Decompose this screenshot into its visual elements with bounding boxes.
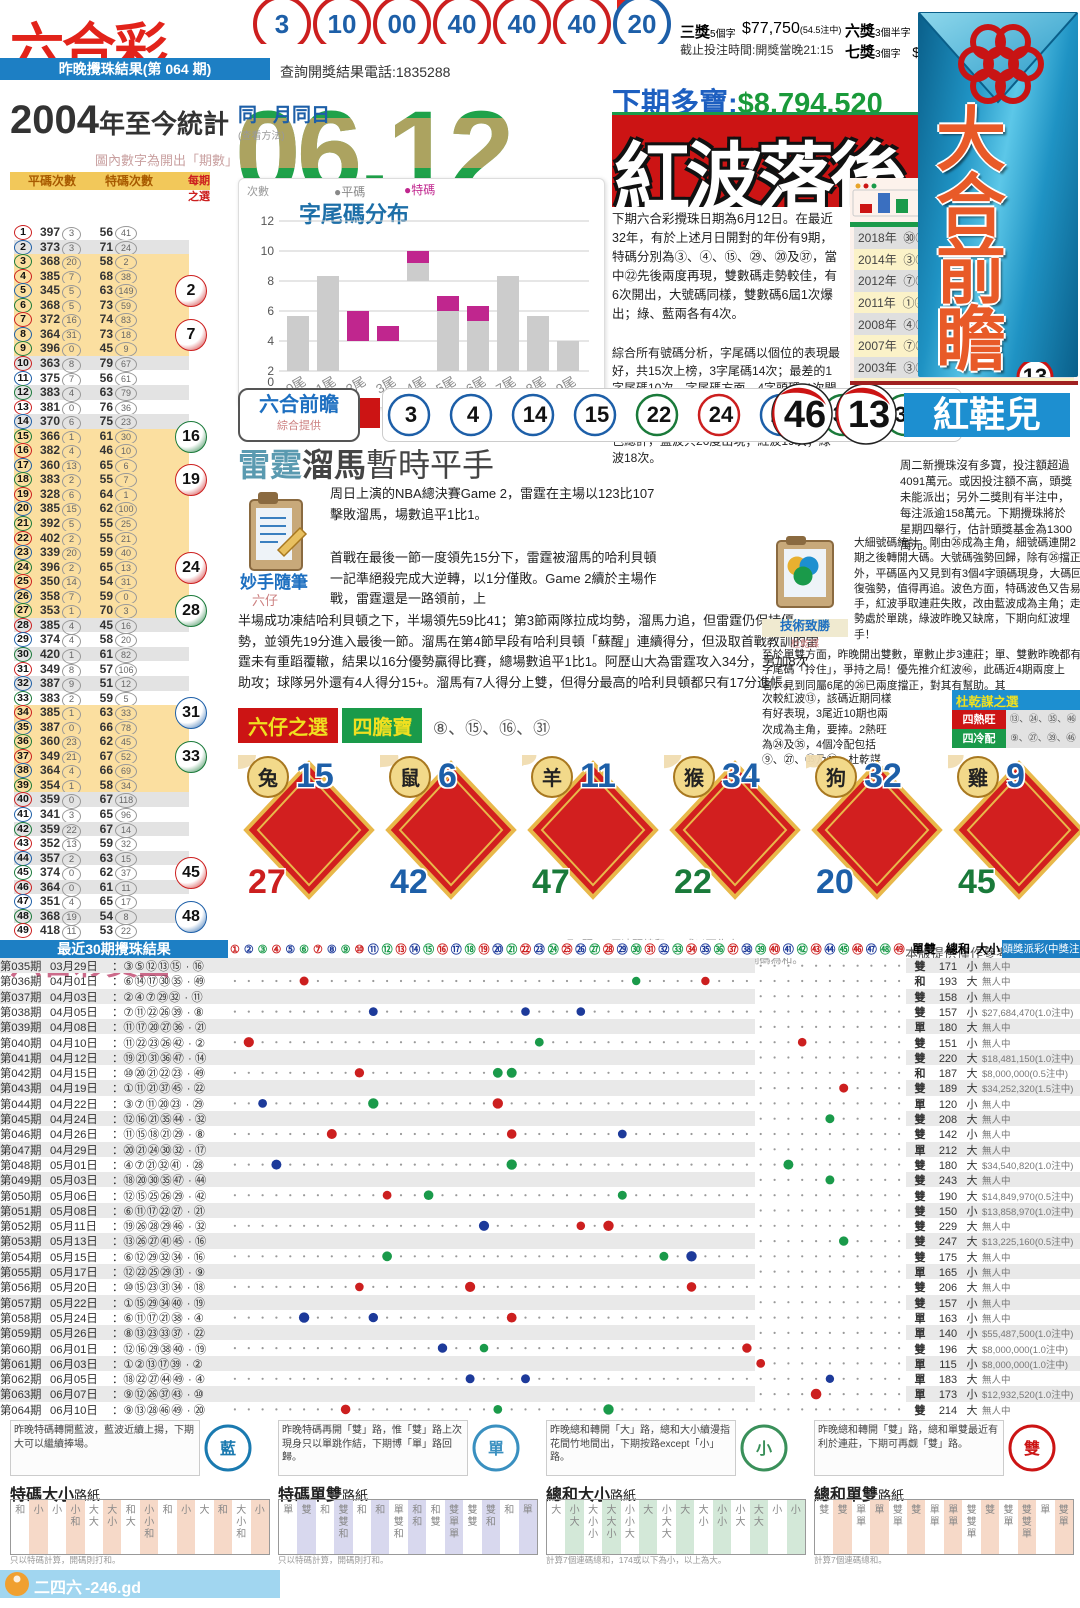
svg-text:④: ④ — [271, 944, 281, 956]
svg-text:㊸: ㊸ — [811, 942, 822, 956]
svg-text:藍: 藍 — [220, 1439, 236, 1458]
svg-text:0: 0 — [267, 375, 274, 389]
svg-text:13: 13 — [848, 394, 890, 436]
svg-text:㉞: ㉞ — [686, 942, 697, 956]
svg-text:⑬: ⑬ — [396, 942, 407, 956]
svg-text:⑥: ⑥ — [299, 944, 309, 956]
svg-text:00: 00 — [388, 9, 417, 39]
svg-text:雙: 雙 — [1024, 1439, 1040, 1458]
svg-text:㊱: ㊱ — [714, 942, 725, 956]
svg-text:㉜: ㉜ — [658, 942, 669, 956]
svg-text:14: 14 — [523, 402, 548, 427]
svg-text:㊳: ㊳ — [741, 942, 752, 956]
svg-text:⑲: ⑲ — [479, 942, 490, 956]
svg-text:㊶: ㊶ — [783, 942, 794, 956]
svg-text:46: 46 — [784, 394, 826, 436]
svg-text:㉕: ㉕ — [562, 942, 573, 956]
svg-text:40: 40 — [568, 9, 597, 39]
svg-text:鼠: 鼠 — [400, 767, 420, 790]
svg-text:兔: 兔 — [257, 766, 278, 790]
svg-text:⑰: ⑰ — [451, 942, 462, 956]
svg-text:羊: 羊 — [542, 766, 562, 790]
svg-text:㊹: ㊹ — [824, 942, 835, 956]
svg-text:⑧: ⑧ — [327, 944, 337, 956]
svg-text:㉔: ㉔ — [548, 942, 559, 956]
svg-text:㉒: ㉒ — [520, 942, 531, 956]
svg-text:⑩: ⑩ — [354, 944, 364, 956]
svg-text:3: 3 — [275, 9, 289, 39]
svg-text:小: 小 — [756, 1440, 772, 1458]
svg-text:⑫: ⑫ — [382, 942, 393, 956]
svg-text:㉖: ㉖ — [575, 942, 586, 956]
svg-text:㉛: ㉛ — [645, 942, 656, 956]
svg-text:22: 22 — [647, 402, 671, 427]
svg-text:㉑: ㉑ — [506, 942, 517, 956]
svg-text:4: 4 — [267, 334, 274, 348]
svg-text:猴: 猴 — [684, 766, 705, 790]
svg-text:⑦: ⑦ — [313, 944, 323, 956]
svg-text:㉗: ㉗ — [589, 942, 600, 956]
svg-text:㉟: ㉟ — [700, 942, 711, 956]
svg-text:㊼: ㊼ — [866, 942, 877, 956]
svg-text:15: 15 — [585, 402, 609, 427]
svg-text:⑭: ⑭ — [409, 942, 420, 956]
svg-text:24: 24 — [709, 402, 734, 427]
svg-text:6: 6 — [267, 304, 274, 318]
svg-text:⑯: ⑯ — [437, 942, 448, 956]
svg-text:㊺: ㊺ — [838, 942, 849, 956]
svg-text:8: 8 — [267, 274, 274, 288]
svg-text:㉓: ㉓ — [534, 942, 545, 956]
svg-text:⑪: ⑪ — [368, 942, 379, 956]
svg-text:⑳: ⑳ — [492, 942, 503, 956]
svg-text:③: ③ — [258, 944, 268, 956]
svg-text:10: 10 — [328, 9, 357, 39]
svg-text:雞: 雞 — [967, 766, 988, 790]
svg-text:單: 單 — [488, 1440, 504, 1458]
svg-text:20: 20 — [628, 9, 657, 39]
svg-text:㊷: ㊷ — [797, 942, 808, 956]
svg-text:㊽: ㊽ — [880, 942, 891, 956]
svg-text:⑮: ⑮ — [423, 942, 434, 956]
svg-text:⑤: ⑤ — [285, 944, 295, 956]
svg-text:㉘: ㉘ — [603, 942, 614, 956]
svg-text:②: ② — [244, 944, 254, 956]
svg-text:㉚: ㉚ — [631, 942, 642, 956]
svg-text:㊻: ㊻ — [852, 942, 863, 956]
svg-text:⑱: ⑱ — [465, 942, 476, 956]
svg-text:①: ① — [230, 944, 240, 956]
svg-text:㉙: ㉙ — [617, 942, 628, 956]
svg-text:3: 3 — [405, 402, 417, 427]
svg-text:40: 40 — [448, 9, 477, 39]
svg-text:40: 40 — [508, 9, 537, 39]
svg-text:⑨: ⑨ — [341, 944, 351, 956]
svg-text:㊾: ㊾ — [894, 942, 905, 956]
svg-text:㉝: ㉝ — [672, 942, 683, 956]
svg-text:13: 13 — [1023, 364, 1047, 377]
svg-text:12: 12 — [261, 214, 275, 228]
svg-text:狗: 狗 — [826, 766, 846, 790]
svg-text:10: 10 — [261, 244, 275, 258]
svg-text:㊵: ㊵ — [769, 942, 780, 956]
svg-text:㊴: ㊴ — [755, 942, 766, 956]
svg-text:4: 4 — [467, 402, 480, 427]
svg-text:㊲: ㊲ — [728, 942, 739, 956]
